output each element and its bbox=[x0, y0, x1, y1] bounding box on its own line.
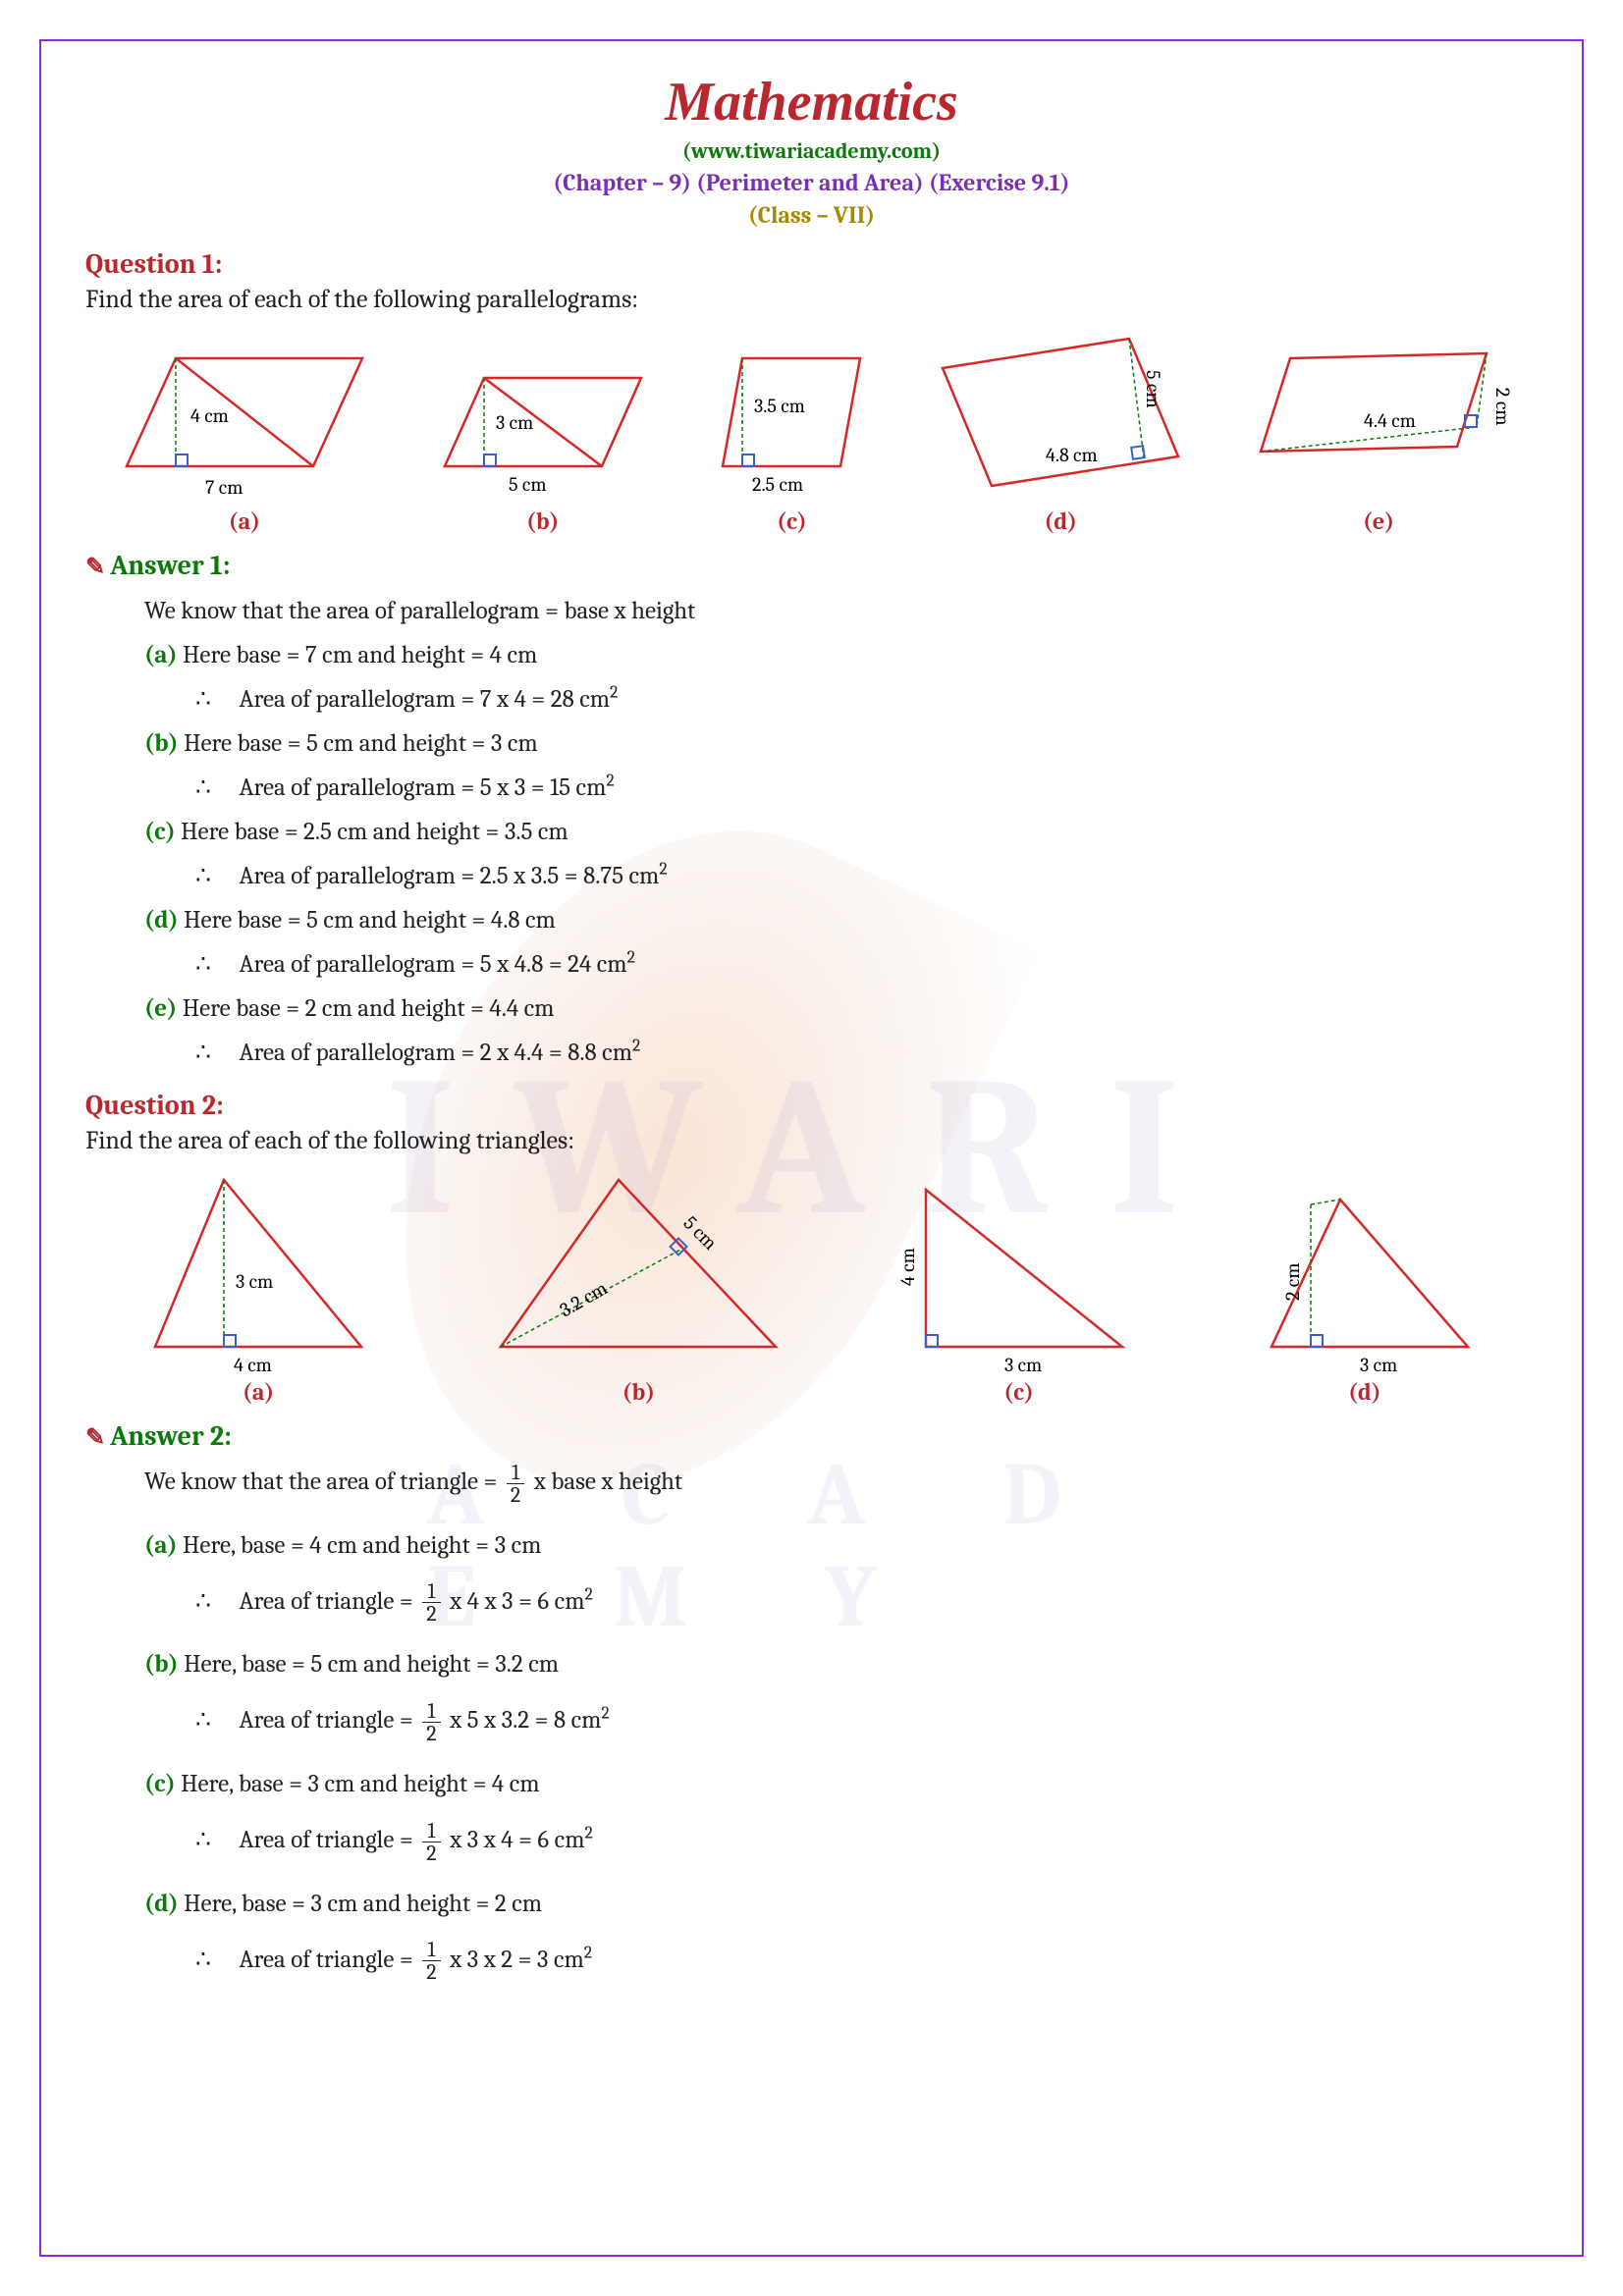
answer-2-title: Answer 2: bbox=[85, 1420, 1538, 1452]
answer-1-body: We know that the area of parallelogram =… bbox=[85, 589, 1538, 1075]
fig-label: (b) bbox=[491, 1378, 785, 1406]
q1-figure-b: 3 cm 5 cm (b) bbox=[435, 358, 651, 535]
fig-height: 4 cm bbox=[190, 404, 229, 427]
part-label: (a) bbox=[144, 1531, 178, 1560]
answer-calc: ∴ Area of parallelogram = 2.5 x 3.5 = 8.… bbox=[144, 854, 1538, 898]
fig-base: 2.5 cm bbox=[752, 473, 803, 496]
answer-part: (d) Here base = 5 cm and height = 4.8 cm bbox=[144, 898, 1538, 942]
part-label: (a) bbox=[144, 641, 178, 669]
fig-base: 3 cm bbox=[1004, 1354, 1042, 1376]
answer-part: (c) Here, base = 3 cm and height = 4 cm bbox=[144, 1762, 1538, 1806]
q1-figure-d: 5 cm 4.8 cm (d) bbox=[933, 329, 1188, 535]
therefore-symbol: ∴ bbox=[184, 1818, 223, 1862]
intro-pre: We know that the area of triangle = bbox=[144, 1468, 503, 1496]
answer-1-title: Answer 1: bbox=[85, 550, 1538, 581]
answer-calc: ∴ Area of parallelogram = 7 x 4 = 28 cm2 bbox=[144, 677, 1538, 721]
therefore-symbol: ∴ bbox=[184, 1031, 223, 1075]
q2-figure-a: 3 cm 4 cm (a) bbox=[145, 1170, 371, 1406]
fig-base: 4.4 cm bbox=[1364, 409, 1416, 432]
answer-calc: ∴ Area of triangle = 12 x 4 x 3 = 6 cm2 bbox=[144, 1579, 1538, 1626]
part-label: (c) bbox=[144, 1770, 176, 1798]
therefore-symbol: ∴ bbox=[184, 1938, 223, 1982]
fig-label: (d) bbox=[933, 507, 1188, 535]
page-content: Mathematics (www.tiwariacademy.com) (Cha… bbox=[85, 71, 1538, 1983]
question-1-title: Question 1: bbox=[85, 248, 1538, 280]
fig-base: 5 cm bbox=[509, 473, 547, 496]
part-label: (e) bbox=[144, 994, 177, 1023]
fraction-half: 12 bbox=[422, 1700, 440, 1744]
fig-height: 2 cm bbox=[1281, 1262, 1304, 1301]
answer-part: (b) Here, base = 5 cm and height = 3.2 c… bbox=[144, 1642, 1538, 1686]
fraction-half: 12 bbox=[422, 1580, 440, 1625]
fig-side: 5 cm bbox=[1142, 370, 1164, 408]
fig-height: 3.5 cm bbox=[754, 395, 805, 417]
fig-height: 4 cm bbox=[896, 1248, 919, 1286]
answer-part: (b) Here base = 5 cm and height = 3 cm bbox=[144, 721, 1538, 766]
answer-calc: ∴ Area of triangle = 12 x 3 x 2 = 3 cm2 bbox=[144, 1938, 1538, 1984]
fig-label: (a) bbox=[145, 1378, 371, 1406]
part-label: (d) bbox=[144, 1890, 179, 1918]
q1-figure-e: 2 cm 4.4 cm (e) bbox=[1251, 339, 1506, 535]
fig-label: (c) bbox=[713, 507, 870, 535]
page-header: Mathematics (www.tiwariacademy.com) (Cha… bbox=[85, 71, 1538, 229]
fig-base: 7 cm bbox=[205, 476, 243, 499]
answer-1-intro: We know that the area of parallelogram =… bbox=[144, 589, 1538, 633]
fig-base: 3 cm bbox=[1360, 1354, 1397, 1376]
fig-label: (a) bbox=[117, 507, 372, 535]
q2-figures: 3 cm 4 cm (a) 5 cm 3.2 cm (b) bbox=[85, 1170, 1538, 1406]
therefore-symbol: ∴ bbox=[184, 854, 223, 898]
fig-base: 4 cm bbox=[234, 1354, 272, 1376]
answer-2-body: We know that the area of triangle = 12 x… bbox=[85, 1460, 1538, 1983]
part-label: (d) bbox=[144, 906, 179, 934]
intro-post: x base x height bbox=[528, 1468, 682, 1496]
answer-calc: ∴ Area of parallelogram = 2 x 4.4 = 8.8 … bbox=[144, 1031, 1538, 1075]
fig-label: (e) bbox=[1251, 507, 1506, 535]
q2-figure-c: 4 cm 3 cm (c) bbox=[906, 1170, 1132, 1406]
therefore-symbol: ∴ bbox=[184, 766, 223, 810]
q2-figure-d: 2 cm 3 cm (d) bbox=[1252, 1180, 1478, 1406]
answer-part: (e) Here base = 2 cm and height = 4.4 cm bbox=[144, 987, 1538, 1031]
answer-calc: ∴ Area of parallelogram = 5 x 4.8 = 24 c… bbox=[144, 942, 1538, 987]
part-label: (c) bbox=[144, 818, 176, 846]
fraction-half: 12 bbox=[422, 1820, 440, 1864]
therefore-symbol: ∴ bbox=[184, 677, 223, 721]
answer-part: (a) Here, base = 4 cm and height = 3 cm bbox=[144, 1523, 1538, 1568]
answer-2-intro: We know that the area of triangle = 12 x… bbox=[144, 1460, 1538, 1506]
answer-part: (c) Here base = 2.5 cm and height = 3.5 … bbox=[144, 810, 1538, 854]
answer-part: (d) Here, base = 3 cm and height = 2 cm bbox=[144, 1882, 1538, 1926]
chapter-label: (Chapter – 9) (Perimeter and Area) (Exer… bbox=[85, 169, 1538, 196]
question-2-text: Find the area of each of the following t… bbox=[85, 1126, 1538, 1155]
fig-label: (d) bbox=[1252, 1378, 1478, 1406]
page-title: Mathematics bbox=[85, 71, 1538, 133]
class-label: (Class – VII) bbox=[85, 201, 1538, 229]
page-subtitle: (www.tiwariacademy.com) bbox=[85, 138, 1538, 164]
q1-figure-c: 3.5 cm 2.5 cm (c) bbox=[713, 339, 870, 535]
answer-part: (a) Here base = 7 cm and height = 4 cm bbox=[144, 633, 1538, 677]
answer-calc: ∴ Area of parallelogram = 5 x 3 = 15 cm2 bbox=[144, 766, 1538, 810]
fraction-half: 12 bbox=[422, 1939, 440, 1983]
page-border: IWARI A C A D E M Y Mathematics (www.tiw… bbox=[39, 39, 1584, 2257]
answer-calc: ∴ Area of triangle = 12 x 3 x 4 = 6 cm2 bbox=[144, 1818, 1538, 1864]
fig-label: (c) bbox=[906, 1378, 1132, 1406]
question-1-text: Find the area of each of the following p… bbox=[85, 285, 1538, 314]
q2-figure-b: 5 cm 3.2 cm (b) bbox=[491, 1170, 785, 1406]
part-label: (b) bbox=[144, 729, 179, 758]
q1-figure-a: 4 cm 7 cm (a) bbox=[117, 339, 372, 535]
fig-height: 3 cm bbox=[236, 1270, 273, 1293]
fig-label: (b) bbox=[435, 507, 651, 535]
fig-height: 3 cm bbox=[496, 411, 533, 434]
therefore-symbol: ∴ bbox=[184, 942, 223, 987]
question-2-title: Question 2: bbox=[85, 1090, 1538, 1121]
fig-base: 4.8 cm bbox=[1046, 444, 1098, 466]
answer-calc: ∴ Area of triangle = 12 x 5 x 3.2 = 8 cm… bbox=[144, 1698, 1538, 1744]
part-label: (b) bbox=[144, 1650, 179, 1679]
q1-figures: 4 cm 7 cm (a) 3 cm 5 cm (b) bbox=[85, 329, 1538, 535]
fig-height: 3.2 cm bbox=[556, 1276, 611, 1321]
therefore-symbol: ∴ bbox=[184, 1698, 223, 1742]
fraction-half: 12 bbox=[507, 1462, 524, 1506]
fig-side: 2 cm bbox=[1491, 388, 1514, 426]
therefore-symbol: ∴ bbox=[184, 1579, 223, 1624]
